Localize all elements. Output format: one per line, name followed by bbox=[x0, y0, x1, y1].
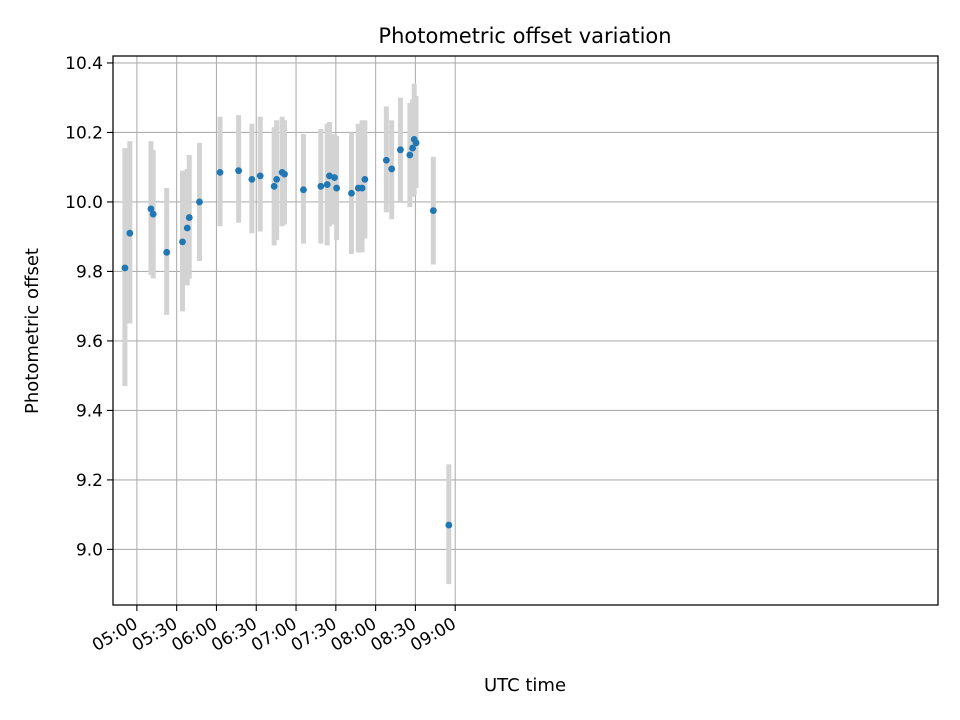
data-point bbox=[149, 210, 157, 218]
data-point bbox=[270, 182, 278, 190]
y-tick-label: 10.4 bbox=[65, 54, 103, 74]
data-point bbox=[185, 214, 193, 221]
data-point bbox=[179, 238, 186, 246]
y-tick-label: 10.2 bbox=[65, 123, 103, 143]
data-point bbox=[358, 184, 366, 192]
data-point bbox=[317, 182, 325, 190]
data-point bbox=[281, 170, 288, 178]
data-point bbox=[388, 165, 396, 173]
y-tick-label: 9.8 bbox=[76, 262, 103, 282]
data-point bbox=[216, 169, 224, 176]
data-point bbox=[331, 174, 338, 182]
data-point bbox=[183, 224, 191, 232]
data-point bbox=[248, 175, 256, 183]
y-axis-label: Photometric offset bbox=[22, 248, 43, 414]
chart-title: Photometric offset variation bbox=[378, 24, 671, 48]
data-point bbox=[235, 167, 243, 175]
y-tick-label: 10.0 bbox=[65, 193, 103, 213]
data-point bbox=[445, 521, 453, 529]
y-tick-label: 9.0 bbox=[76, 540, 103, 560]
data-point bbox=[382, 156, 390, 164]
y-tick-label: 9.4 bbox=[76, 401, 103, 421]
data-point bbox=[121, 264, 129, 272]
data-point bbox=[323, 181, 331, 188]
data-point bbox=[409, 144, 417, 152]
y-axis-ticks: 9.0 9.2 9.4 9.6 9.8 10.0 10.2 10.4 bbox=[65, 54, 113, 560]
y-tick-label: 9.2 bbox=[76, 471, 103, 491]
plot-frame bbox=[112, 55, 939, 606]
y-tick-label: 9.6 bbox=[76, 332, 103, 352]
data-point bbox=[163, 248, 171, 256]
data-point bbox=[348, 189, 355, 197]
data-point bbox=[406, 151, 414, 159]
data-point bbox=[412, 139, 420, 147]
data-point bbox=[361, 175, 369, 183]
data-point bbox=[397, 146, 404, 154]
data-point bbox=[126, 229, 134, 237]
data-point bbox=[147, 205, 155, 213]
data-point bbox=[256, 172, 264, 180]
data-point bbox=[429, 207, 437, 215]
data-point bbox=[333, 184, 341, 192]
data-point bbox=[196, 198, 203, 206]
x-axis-label: UTC time bbox=[484, 675, 566, 696]
data-point bbox=[300, 186, 307, 194]
data-point bbox=[273, 175, 281, 183]
data-points bbox=[121, 135, 453, 529]
